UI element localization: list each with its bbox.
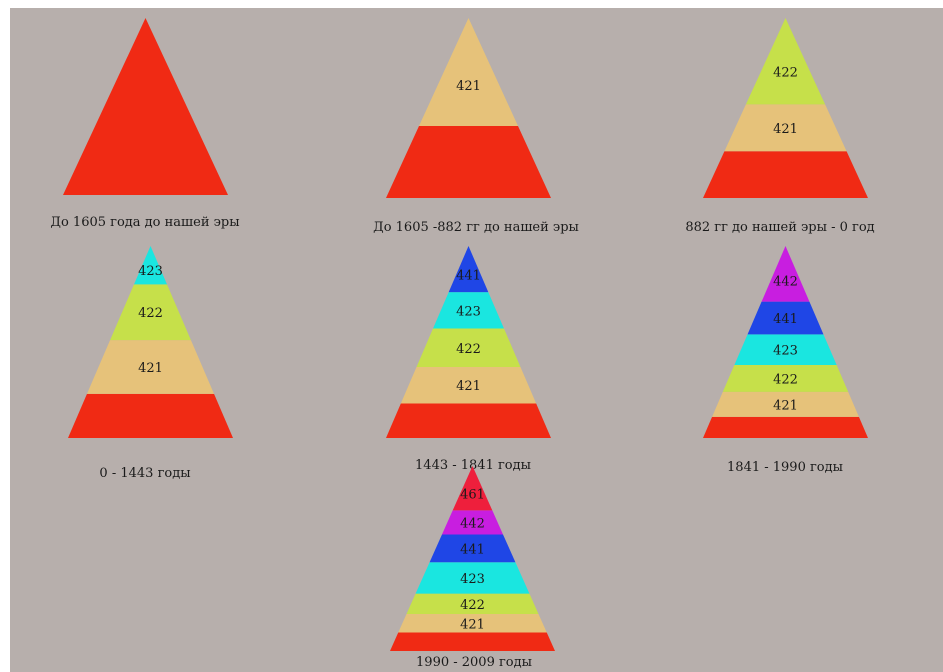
pyramid-svg [62,18,228,195]
pyramid-caption: 882 гг до нашей эры - 0 год [685,220,875,235]
pyramid-svg: 421 422 423 441 442 461 [389,466,555,651]
pyramid-caption: 1990 - 2009 годы [416,655,532,670]
pyramid-5: 421 422 423 441 [385,246,551,438]
layer-label: 422 [138,306,163,321]
layer-base [702,151,868,198]
layer-label: 442 [773,275,798,290]
layer-label: 421 [456,79,481,94]
layer-label: 422 [773,372,798,387]
layer-441 [429,534,515,563]
layer-423 [133,246,167,285]
pyramid-2: 421 [385,18,551,198]
layer-422 [416,328,520,367]
layer-422 [722,365,848,392]
pyramid-6: 421 422 423 441 442 [702,246,868,438]
layer-label: 421 [773,122,798,137]
layer-441 [448,246,488,293]
layer-label: 421 [456,379,481,394]
layer-421 [418,18,518,126]
layer-423 [415,562,529,594]
layer-base [385,126,551,198]
layer-421 [397,614,547,633]
layer-423 [733,334,837,366]
layer-label: 423 [456,304,481,319]
layer-base [702,416,868,438]
pyramid-svg: 421 422 423 [67,246,233,438]
layer-442 [441,510,503,535]
layer-label: 422 [773,66,798,81]
pyramid-caption: До 1605 -882 гг до нашей эры [373,220,579,235]
layer-label: 423 [460,572,485,587]
layer-base [67,393,233,438]
layer-label: 421 [138,361,163,376]
pyramid-svg: 421 422 [702,18,868,198]
layer-base [389,632,555,651]
pyramid-caption: 0 - 1443 годы [99,466,191,481]
layer-461 [452,466,492,511]
pyramid-1 [62,18,228,195]
layer-421 [711,391,859,417]
pyramid-4: 421 422 423 [67,246,233,438]
layer-421 [400,366,536,404]
pyramid-caption: До 1605 года до нашей эры [50,215,240,230]
layer-442 [761,246,809,302]
layer-label: 442 [460,516,485,531]
layer-441 [747,301,823,335]
layer-label: 441 [773,312,798,327]
pyramid-3: 421 422 [702,18,868,198]
layer-421 [86,340,214,394]
pyramid-svg: 421 [385,18,551,198]
layer-label: 441 [456,269,481,284]
layer-label: 423 [138,264,163,279]
pyramid-caption: 1443 - 1841 годы [415,458,531,473]
layer-label: 461 [460,488,485,503]
layer-label: 423 [773,344,798,359]
layer-421 [723,104,847,152]
layer-label: 422 [460,598,485,613]
layer-label: 421 [460,617,485,632]
layer-base [385,403,551,438]
layer-label: 441 [460,542,485,557]
layer-422 [745,18,825,105]
pyramid-7: 421 422 423 441 442 461 [389,466,555,651]
diagram-canvas: До 1605 года до нашей эры 421 До 1605 -8… [10,8,943,672]
pyramid-svg: 421 422 423 441 442 [702,246,868,438]
pyramid-svg: 421 422 423 441 [385,246,551,438]
layer-label: 422 [456,342,481,357]
layer-base [62,18,228,195]
layer-422 [406,593,538,614]
layer-422 [109,284,191,341]
layer-label: 421 [773,398,798,413]
pyramid-caption: 1841 - 1990 годы [727,460,843,475]
layer-423 [432,292,504,329]
